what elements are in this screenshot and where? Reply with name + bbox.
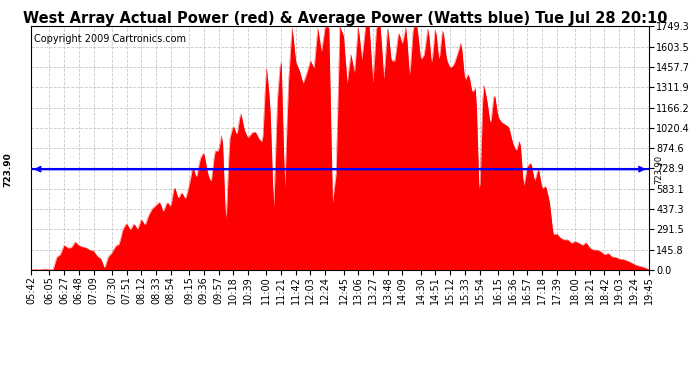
Text: West Array Actual Power (red) & Average Power (Watts blue) Tue Jul 28 20:10: West Array Actual Power (red) & Average … (23, 11, 667, 26)
Text: 723.90: 723.90 (655, 154, 664, 184)
Text: 723.90: 723.90 (3, 152, 12, 186)
Text: Copyright 2009 Cartronics.com: Copyright 2009 Cartronics.com (34, 34, 186, 44)
